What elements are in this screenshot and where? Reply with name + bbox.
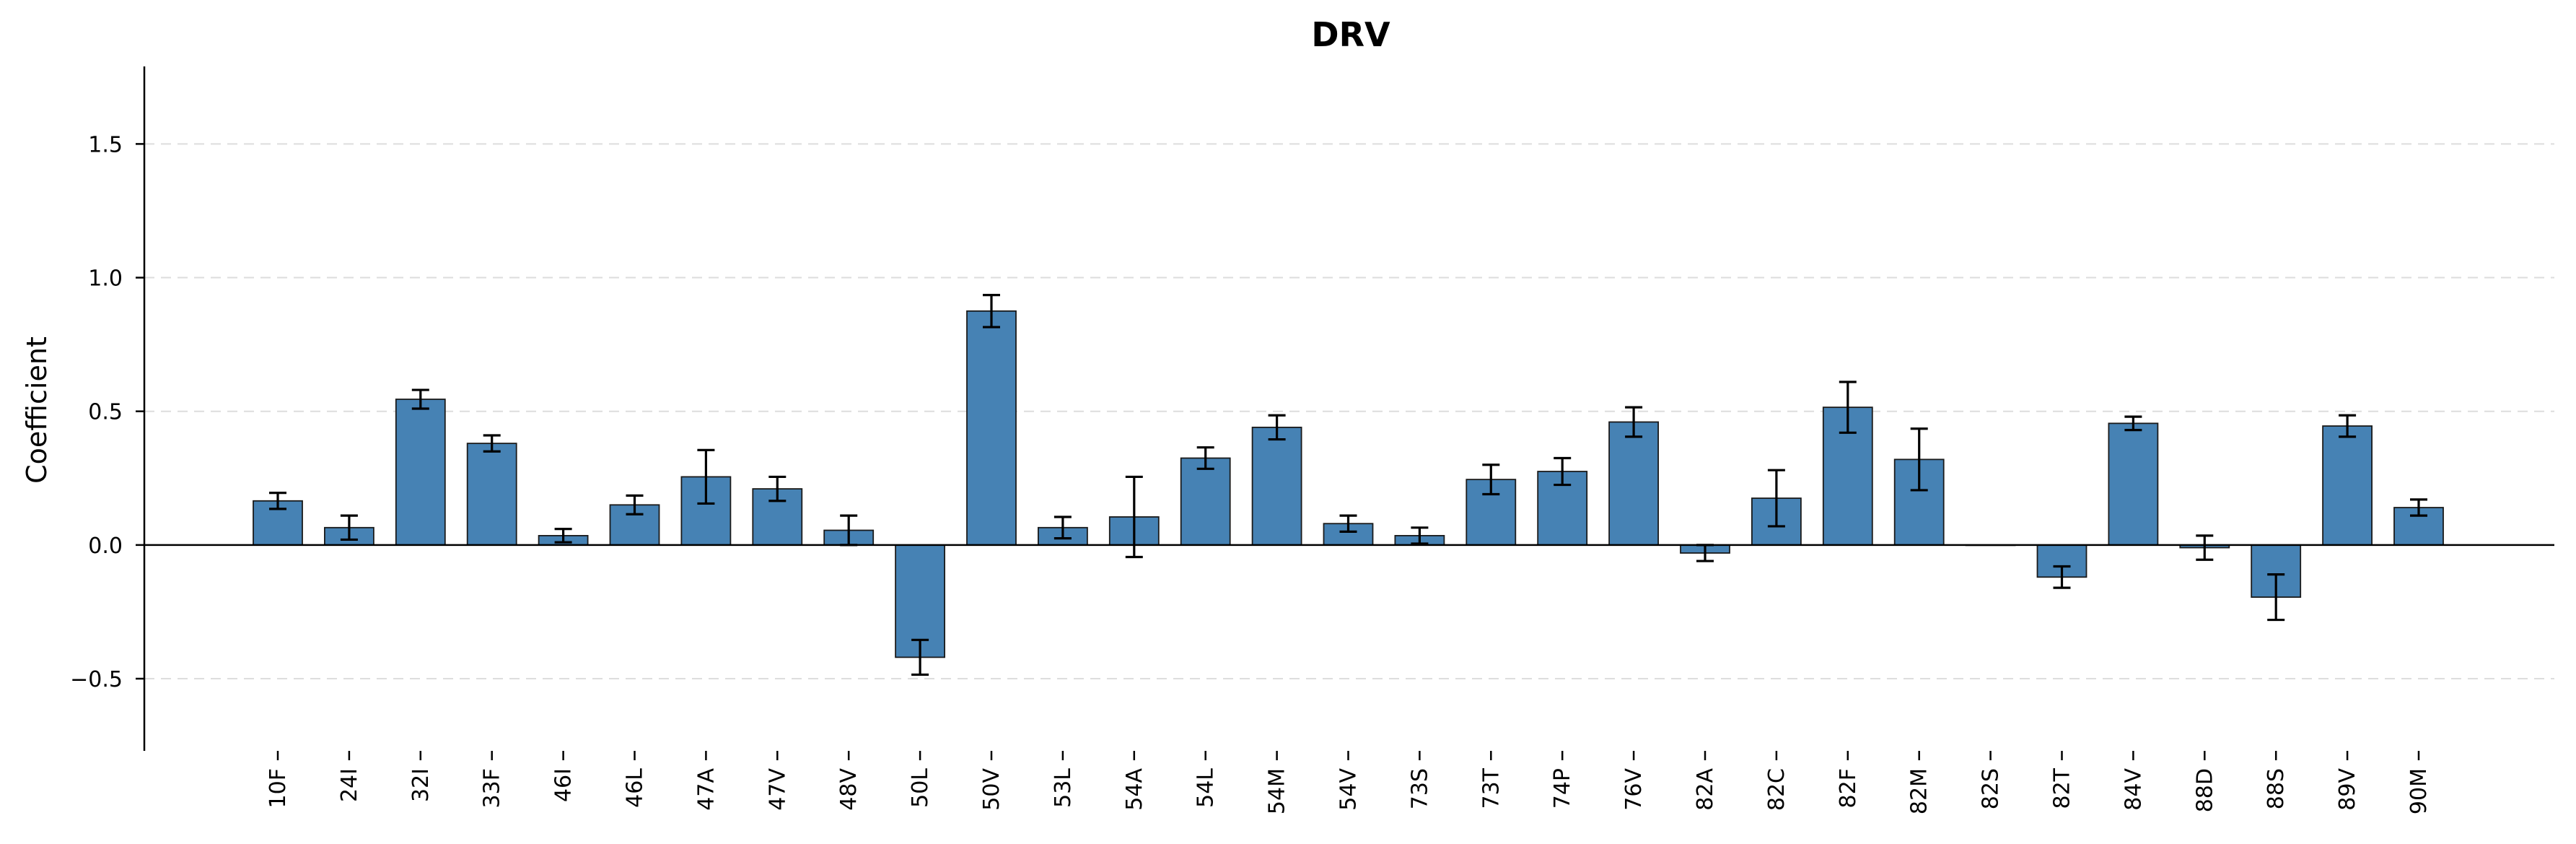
error-bar-84V (2124, 415, 2142, 432)
error-bar-24I (340, 514, 358, 541)
bar-90M (2393, 507, 2444, 546)
x-tick-label: 82M (1907, 768, 1932, 814)
error-bars (269, 294, 2427, 676)
error-bar-88S (2267, 573, 2285, 622)
error-bar-46L (626, 494, 644, 515)
y-tick-label: 1.0 (88, 266, 123, 292)
error-bar-88D (2196, 534, 2214, 561)
x-tick-label: 10F (266, 768, 291, 808)
error-bar-47V (768, 475, 787, 503)
x-tick-label: 46L (623, 768, 648, 808)
error-bar-10F (269, 492, 286, 510)
x-tick-label: 32I (408, 768, 434, 802)
x-tick-label: 50L (908, 768, 933, 808)
error-bar-33F (483, 434, 501, 453)
error-bar-73T (1482, 464, 1500, 496)
error-bar-76V (1625, 406, 1643, 438)
y-tick-label: 0.0 (88, 534, 123, 559)
bar-89V (2322, 425, 2373, 546)
x-tick-label: 82A (1693, 768, 1718, 811)
x-tick-label: 82C (1764, 768, 1789, 811)
error-bar-54V (1339, 514, 1357, 533)
error-bar-32I (411, 388, 429, 410)
x-tick-label: 82S (1979, 768, 2004, 809)
error-bar-82C (1767, 469, 1785, 528)
x-tick-label: 88S (2264, 768, 2289, 809)
error-bar-82M (1910, 427, 1928, 492)
bar-33F (466, 443, 517, 546)
tick-labels: −0.5 0.0 0.5 1.0 1.5 10F 24I 32I 33F 46I 46L 47A 47V… (70, 132, 2432, 814)
x-tick-label: 46I (551, 768, 577, 802)
error-bar-54L (1196, 446, 1214, 470)
x-tick-label: 73T (1478, 767, 1504, 809)
bar-76V (1608, 421, 1660, 546)
error-bar-46I (554, 528, 572, 544)
x-tick-label: 54L (1193, 768, 1219, 808)
bar-54M (1251, 427, 1302, 546)
error-bar-89V (2339, 414, 2357, 438)
x-tick-label: 73S (1407, 768, 1432, 809)
axes (136, 66, 2554, 760)
error-bar-82F (1839, 380, 1857, 434)
x-tick-label: 54M (1265, 768, 1290, 814)
error-bar-53L (1053, 515, 1072, 540)
y-tick-label: 1.5 (88, 132, 123, 157)
error-bar-73S (1411, 526, 1429, 545)
x-tick-label: 88D (2192, 768, 2217, 812)
x-tick-label: 82T (2050, 767, 2075, 809)
x-tick-label: 50V (979, 768, 1004, 811)
bar-84V (2108, 422, 2159, 546)
bars (253, 310, 2444, 658)
x-tick-label: 54V (1336, 768, 1362, 811)
error-bar-90M (2410, 498, 2427, 517)
error-bar-54M (1268, 414, 1286, 441)
x-tick-label: 54A (1122, 768, 1147, 811)
x-tick-label: 53L (1051, 768, 1076, 808)
chart-title: DRV (1311, 15, 1390, 54)
y-axis-label: Coefficient (21, 336, 53, 484)
error-bar-50V (983, 294, 1000, 329)
bar-50V (966, 310, 1017, 546)
error-bar-82T (2053, 565, 2071, 589)
x-tick-label: 47A (693, 768, 719, 811)
x-tick-label: 47V (765, 768, 790, 811)
error-bar-54A (1125, 475, 1143, 559)
y-tick-label: −0.5 (70, 667, 123, 692)
x-tick-label: 76V (1621, 768, 1647, 811)
bar-54L (1180, 457, 1231, 546)
x-tick-label: 89V (2335, 768, 2360, 811)
error-bar-74P (1554, 456, 1572, 487)
x-tick-label: 48V (836, 768, 862, 811)
x-tick-label: 90M (2406, 768, 2432, 814)
grid-lines (144, 143, 2554, 680)
y-tick-label: 0.5 (88, 400, 123, 425)
x-tick-label: 33F (480, 768, 505, 808)
bar-32I (395, 399, 446, 546)
x-tick-label: 84V (2121, 768, 2146, 811)
bar-50L (895, 544, 945, 658)
x-tick-label: 74P (1550, 768, 1575, 809)
x-tick-label: 24I (337, 768, 362, 802)
x-tick-label: 82F (1836, 768, 1861, 808)
error-bar-47A (697, 448, 715, 505)
error-bar-50L (911, 638, 929, 676)
